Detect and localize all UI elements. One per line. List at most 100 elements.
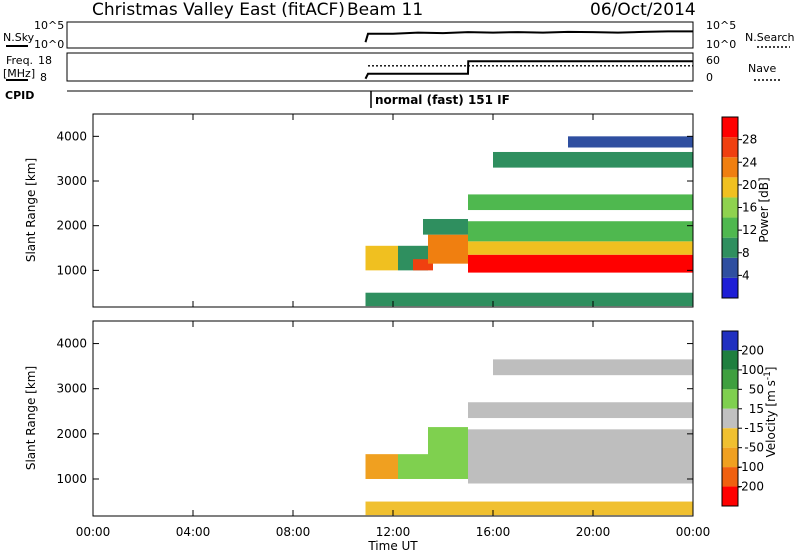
y-tick-label: 1000	[56, 472, 87, 486]
velocity-ylabel: Slant Range [km]	[24, 366, 38, 470]
nsearch-label: N.Search	[745, 31, 795, 44]
echo-region	[365, 501, 693, 516]
velocity-colorbar-tick-label: -15	[744, 421, 764, 435]
power-colorbar-swatch	[722, 217, 738, 238]
velocity-y-ticks: 1000 2000 3000 4000	[56, 337, 693, 486]
freq-label: Freq.	[6, 54, 33, 67]
power-colorbar: 4 8 12 16 20 24 28	[721, 116, 757, 299]
power-colorbar-swatch	[722, 257, 738, 278]
nave-tick-top: 60	[706, 54, 720, 67]
y-tick-label: 2000	[56, 219, 87, 233]
power-echoes	[365, 136, 693, 307]
velocity-colorbar-tick-label: 200	[741, 343, 764, 357]
velocity-panel-frame	[92, 320, 694, 517]
frequency-panel-frame	[66, 52, 694, 82]
power-colorbar-swatch	[722, 157, 738, 178]
noise-panel-frame	[66, 21, 694, 49]
y-tick-label: 4000	[56, 337, 87, 351]
echo-region	[365, 292, 693, 307]
velocity-colorbar-swatch	[722, 467, 738, 487]
y-tick-label: 2000	[56, 427, 87, 441]
nave-label: Nave	[748, 62, 776, 75]
noise-panel: N.Sky 10^5 10^0 10^5 10^0 N.Search	[3, 19, 795, 51]
frequency-line	[364, 60, 693, 80]
freq-unit: [MHz]	[3, 67, 35, 80]
power-colorbar-swatch	[722, 197, 738, 218]
power-colorbar-tick-label: 28	[742, 133, 757, 147]
frequency-panel: Freq. [MHz] 18 8 60 0 Nave	[3, 52, 782, 84]
time-tick-label: 08:00	[276, 525, 311, 539]
velocity-colorbar-frame	[721, 330, 739, 507]
echo-region	[468, 221, 693, 242]
y-tick-label: 3000	[56, 174, 87, 188]
echo-region	[398, 454, 428, 479]
power-panel: 1000 2000 3000 4000 Slant Range [km] 4 8 12 16…	[24, 113, 771, 308]
cpid-value: normal (fast) 151 IF	[375, 93, 510, 107]
echo-region	[428, 427, 468, 479]
time-tick-label: 00:00	[76, 525, 111, 539]
power-colorbar-tick-label: 20	[742, 178, 757, 192]
power-colorbar-tick-label: 8	[742, 246, 750, 260]
time-axis: 00:00 04:00 08:00 12:00 16:00 20:00 00:00	[76, 114, 711, 539]
power-colorbar-swatch	[722, 277, 738, 298]
power-colorbar-label: Power [dB]	[757, 177, 771, 242]
echo-region	[468, 194, 693, 211]
velocity-panel: 1000 2000 3000 4000 Slant Range [km] 200 100…	[24, 320, 778, 517]
station-title: Christmas Valley East (fitACF)	[92, 0, 345, 20]
echo-region	[493, 151, 693, 168]
power-ylabel: Slant Range [km]	[24, 158, 38, 262]
nave-tick-bottom: 0	[706, 71, 713, 84]
velocity-colorbar-swatch	[722, 428, 738, 448]
echo-region	[365, 454, 398, 479]
freq-tick-top: 18	[38, 54, 52, 67]
nsearch-tick-top: 10^5	[706, 19, 736, 32]
power-colorbar-tick-label: 16	[742, 201, 757, 215]
echo-region	[568, 136, 693, 148]
echo-region	[428, 234, 468, 264]
power-colorbar-tick-label: 4	[742, 268, 750, 282]
velocity-colorbar-label: Velocity [m s-1]	[763, 367, 778, 458]
date-label: 06/Oct/2014	[590, 0, 696, 20]
echo-region	[493, 359, 693, 376]
echo-region	[468, 241, 693, 255]
power-colorbar-tick-label: 24	[742, 155, 757, 169]
time-tick-label: 12:00	[376, 525, 411, 539]
velocity-colorbar-swatch	[722, 369, 738, 390]
time-tick-label: 04:00	[176, 525, 211, 539]
power-colorbar-swatch	[722, 237, 738, 258]
velocity-colorbar-tick-label: -100	[737, 460, 764, 474]
echo-region	[413, 259, 433, 271]
echo-region	[365, 245, 398, 271]
velocity-colorbar-swatch	[722, 486, 738, 506]
beam-label: Beam 11	[347, 0, 423, 20]
power-colorbar-swatch	[722, 137, 738, 158]
power-colorbar-tick-label: 12	[742, 223, 757, 237]
noise-tick-bottom: 10^0	[34, 38, 64, 51]
velocity-colorbar: 200 100 50 15 -15 -50 -100 -200	[721, 330, 764, 507]
velocity-colorbar-tick-label: 100	[741, 363, 764, 377]
velocity-colorbar-swatch	[722, 447, 738, 468]
nsky-line	[364, 30, 693, 43]
cpid-row: CPID normal (fast) 151 IF	[5, 89, 693, 108]
cpid-label: CPID	[5, 89, 34, 102]
time-tick-label: 00:00	[676, 525, 711, 539]
time-tick-label: 16:00	[476, 525, 511, 539]
velocity-colorbar-swatch	[722, 408, 738, 429]
power-colorbar-swatch	[722, 117, 738, 138]
echo-region	[468, 429, 693, 484]
noise-tick-top: 10^5	[34, 19, 64, 32]
nsky-label: N.Sky	[3, 31, 35, 44]
velocity-colorbar-tick-label: -50	[744, 441, 764, 455]
velocity-colorbar-swatch	[722, 331, 738, 351]
velocity-colorbar-tick-label: 50	[749, 382, 764, 396]
echo-region	[468, 254, 693, 273]
y-tick-label: 4000	[56, 129, 87, 143]
echo-region	[468, 402, 693, 419]
nsearch-tick-bottom: 10^0	[706, 38, 736, 51]
echo-region	[423, 218, 468, 235]
power-colorbar-swatch	[722, 177, 738, 198]
velocity-colorbar-swatch	[722, 350, 738, 370]
time-axis-title: Time UT	[367, 539, 418, 553]
velocity-colorbar-tick-label: 15	[749, 402, 764, 416]
